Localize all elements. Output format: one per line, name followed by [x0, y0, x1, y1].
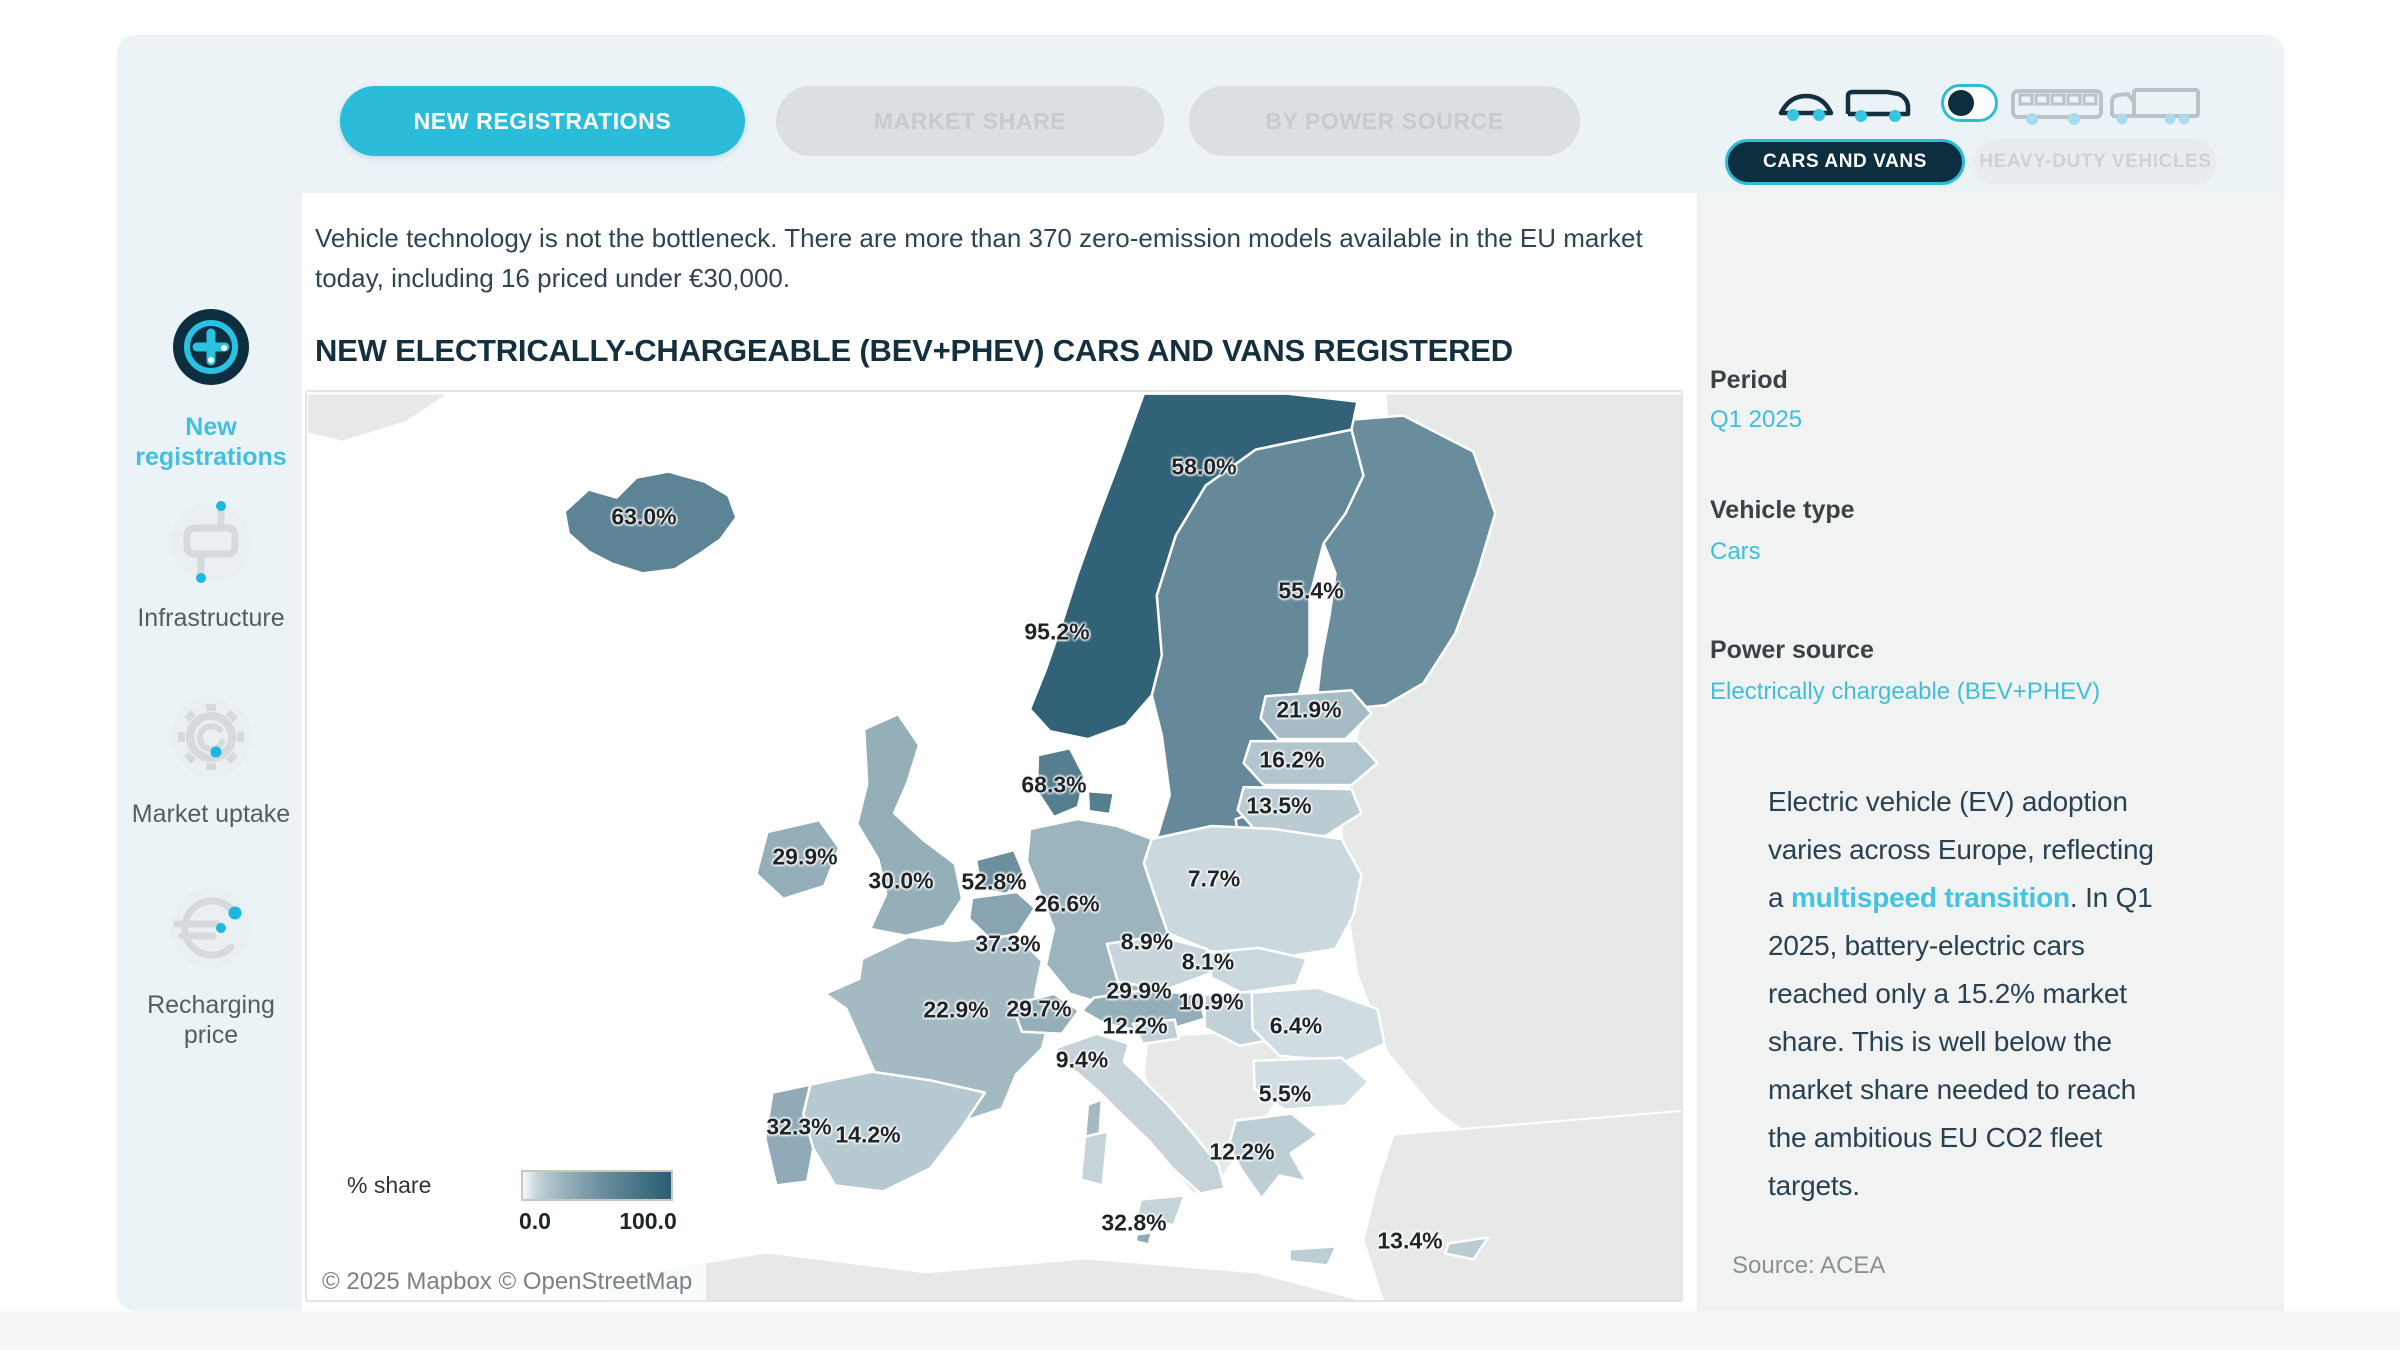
country-italy[interactable]	[1135, 1194, 1186, 1227]
map-label-spain: 14.2%	[835, 1121, 901, 1148]
land-turkey	[1362, 1109, 1681, 1300]
period-value[interactable]: Q1 2025	[1710, 406, 1803, 433]
sidebar-item-new-registrations[interactable]: New registrations	[135, 413, 287, 471]
map-label-lithuania: 13.5%	[1246, 792, 1312, 819]
map-label-czechia: 8.9%	[1120, 928, 1174, 955]
tab-market-share[interactable]: MARKET SHARE	[776, 86, 1164, 156]
map-label-norway: 95.2%	[1024, 618, 1090, 645]
map-label-malta: 32.8%	[1101, 1209, 1167, 1236]
vehicle-type-label: Vehicle type	[1710, 496, 1855, 524]
europe-map-svg	[307, 392, 1681, 1300]
map-label-portugal: 32.3%	[766, 1113, 832, 1140]
car-icon	[1778, 93, 1834, 121]
map-label-romania: 6.4%	[1269, 1012, 1323, 1039]
sidebar-item-infrastructure[interactable]: Infrastructure	[137, 604, 285, 632]
cars-and-vans-button[interactable]: CARS AND VANS	[1725, 139, 1965, 185]
map-label-cyprus: 13.4%	[1377, 1227, 1443, 1254]
map-attribution[interactable]: © 2025 Mapbox © OpenStreetMap	[308, 1264, 707, 1300]
country-slovakia[interactable]	[1205, 946, 1308, 995]
choropleth-map: 63.0% 95.2% 58.0% 55.4% 21.9% 16.2% 13.5% 68.3%…	[305, 390, 1683, 1302]
heavy-duty-vehicles-button[interactable]: HEAVY-DUTY VEHICLES	[1974, 139, 2217, 185]
legend-max-tick: 100.0	[619, 1208, 677, 1234]
van-icon	[1845, 89, 1911, 122]
recharging-price-icon[interactable]	[166, 883, 256, 973]
country-slovenia[interactable]	[1131, 1018, 1180, 1045]
map-label-iceland: 63.0%	[611, 503, 677, 530]
market-uptake-icon[interactable]	[166, 692, 256, 782]
map-label-austria: 29.9%	[1106, 977, 1172, 1004]
truck-icon	[2110, 88, 2200, 125]
annotation-post: . In Q1 2025, battery-electric cars reac…	[1768, 882, 2153, 1201]
country-cyprus[interactable]	[1444, 1236, 1490, 1261]
country-italy[interactable]	[1054, 1032, 1226, 1195]
map-label-slovakia: 8.1%	[1181, 948, 1235, 975]
annotation-pre: Electric vehicle (EV) adoption varies ac…	[1768, 786, 2154, 913]
power-source-value[interactable]: Electrically chargeable (BEV+PHEV)	[1710, 678, 2101, 705]
map-label-italy: 9.4%	[1055, 1046, 1109, 1073]
bus-icon	[2011, 89, 2103, 125]
infrastructure-icon[interactable]	[166, 497, 256, 587]
toggle-knob	[1948, 90, 1974, 116]
map-label-netherlands: 52.8%	[961, 868, 1027, 895]
map-label-hungary: 10.9%	[1178, 988, 1244, 1015]
country-norway[interactable]	[1028, 392, 1359, 741]
map-label-poland: 7.7%	[1187, 865, 1241, 892]
map-label-slovenia: 12.2%	[1102, 1012, 1168, 1039]
country-poland[interactable]	[1142, 824, 1363, 961]
map-label-bulgaria: 5.5%	[1258, 1080, 1312, 1107]
filters-panel	[1697, 193, 2284, 1311]
tab-new-registrations[interactable]: NEW REGISTRATIONS	[340, 86, 745, 156]
tab-by-power-source[interactable]: BY POWER SOURCE	[1189, 86, 1580, 156]
map-label-estonia: 21.9%	[1276, 696, 1342, 723]
map-label-belgium: 37.3%	[975, 930, 1041, 957]
source-text: Source: ACEA	[1732, 1252, 1886, 1279]
country-romania[interactable]	[1250, 986, 1386, 1063]
land-greenland	[307, 392, 450, 443]
map-label-finland: 55.4%	[1278, 577, 1344, 604]
country-bulgaria[interactable]	[1252, 1056, 1370, 1111]
bottom-strip	[0, 1311, 2400, 1350]
vehicle-category-toggle[interactable]	[1941, 84, 1998, 122]
map-label-germany: 26.6%	[1034, 890, 1100, 917]
country-italy[interactable]	[1079, 1130, 1110, 1187]
country-iceland[interactable]	[563, 470, 738, 575]
country-greece[interactable]	[1227, 1112, 1319, 1200]
land-north-africa	[605, 1251, 1366, 1300]
new-registrations-icon[interactable]	[166, 302, 256, 392]
country-malta[interactable]	[1134, 1231, 1154, 1246]
legend-min-tick: 0.0	[519, 1208, 551, 1234]
legend-label: % share	[347, 1172, 432, 1198]
country-denmark[interactable]	[1035, 746, 1087, 819]
page-title: NEW ELECTRICALLY-CHARGEABLE (BEV+PHEV) C…	[315, 333, 1513, 368]
map-label-united-kingdom: 30.0%	[868, 867, 934, 894]
legend-gradient-bar	[521, 1170, 673, 1201]
country-estonia[interactable]	[1259, 688, 1373, 741]
country-united-kingdom[interactable]	[855, 712, 964, 938]
intro-text: Vehicle technology is not the bottleneck…	[315, 223, 1643, 293]
map-label-greece: 12.2%	[1209, 1138, 1275, 1165]
sidebar-item-market-uptake[interactable]: Market uptake	[131, 800, 291, 828]
power-source-label: Power source	[1710, 636, 1874, 664]
vehicle-type-value[interactable]: Cars	[1710, 538, 1761, 565]
map-label-sweden: 58.0%	[1171, 453, 1237, 480]
period-label: Period	[1710, 366, 1788, 394]
country-portugal[interactable]	[764, 1083, 815, 1187]
sidebar-item-recharging-price[interactable]: Recharging price	[147, 991, 275, 1049]
country-denmark[interactable]	[1086, 789, 1116, 816]
map-label-ireland: 29.9%	[772, 843, 838, 870]
annotation-text: Electric vehicle (EV) adoption varies ac…	[1768, 778, 2170, 1210]
map-label-latvia: 16.2%	[1259, 746, 1325, 773]
country-ireland[interactable]	[755, 818, 841, 901]
country-netherlands[interactable]	[974, 848, 1027, 896]
multispeed-transition-link[interactable]: multispeed transition	[1790, 882, 2070, 913]
country-belgium[interactable]	[967, 890, 1037, 941]
map-label-switzerland: 29.7%	[1006, 995, 1072, 1022]
country-latvia[interactable]	[1242, 739, 1379, 787]
map-label-france: 22.9%	[923, 996, 989, 1023]
country-greece[interactable]	[1288, 1245, 1338, 1267]
country-switzerland[interactable]	[1010, 992, 1081, 1035]
map-label-denmark: 68.3%	[1021, 771, 1087, 798]
